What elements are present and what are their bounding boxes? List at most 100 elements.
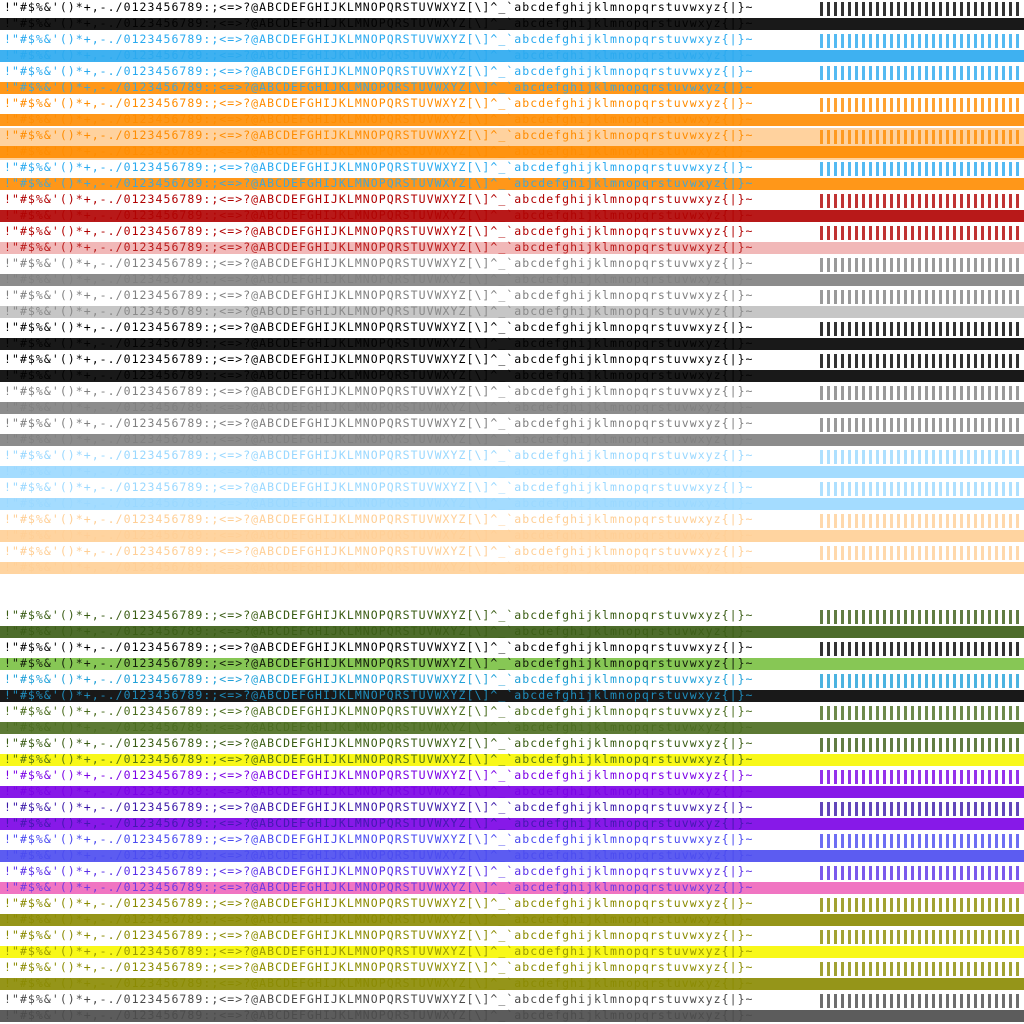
color-stripe — [0, 530, 1024, 542]
color-stripe — [0, 946, 1024, 958]
symbol-glyph-block — [820, 962, 1020, 976]
charset-line-primary: !"#$%&'()*+,-./0123456789:;<=>?@ABCDEFGH… — [4, 896, 754, 910]
charset-line-primary: !"#$%&'()*+,-./0123456789:;<=>?@ABCDEFGH… — [4, 96, 754, 110]
charset-line-primary: !"#$%&'()*+,-./0123456789:;<=>?@ABCDEFGH… — [4, 576, 754, 590]
glyph-band: !"#$%&'()*+,-./0123456789:;<=>?@ABCDEFGH… — [0, 352, 1024, 384]
glyph-band: !"#$%&'()*+,-./0123456789:;<=>?@ABCDEFGH… — [0, 608, 1024, 640]
charset-line-secondary: !"#$%&'()*+,-./0123456789:;<=>?@ABCDEFGH… — [4, 240, 754, 254]
glyph-band: !"#$%&'()*+,-./0123456789:;<=>?@ABCDEFGH… — [0, 224, 1024, 256]
color-stripe — [0, 338, 1024, 350]
color-stripe — [0, 690, 1024, 702]
glyph-band: !"#$%&'()*+,-./0123456789:;<=>?@ABCDEFGH… — [0, 832, 1024, 864]
symbol-glyph-block — [820, 610, 1020, 624]
charset-line-secondary: !"#$%&'()*+,-./0123456789:;<=>?@ABCDEFGH… — [4, 80, 754, 94]
glyph-band: !"#$%&'()*+,-./0123456789:;<=>?@ABCDEFGH… — [0, 704, 1024, 736]
color-stripe — [0, 370, 1024, 382]
glyph-band: !"#$%&'()*+,-./0123456789:;<=>?@ABCDEFGH… — [0, 800, 1024, 832]
color-stripe — [0, 594, 1024, 606]
charset-line-primary: !"#$%&'()*+,-./0123456789:;<=>?@ABCDEFGH… — [4, 832, 754, 846]
symbol-glyph-block — [820, 226, 1020, 240]
color-stripe — [0, 498, 1024, 510]
glyph-band: !"#$%&'()*+,-./0123456789:;<=>?@ABCDEFGH… — [0, 576, 1024, 608]
color-stripe — [0, 466, 1024, 478]
symbol-glyph-block — [820, 322, 1020, 336]
charset-line-primary: !"#$%&'()*+,-./0123456789:;<=>?@ABCDEFGH… — [4, 288, 754, 302]
charset-line-primary: !"#$%&'()*+,-./0123456789:;<=>?@ABCDEFGH… — [4, 544, 754, 558]
charset-line-primary: !"#$%&'()*+,-./0123456789:;<=>?@ABCDEFGH… — [4, 992, 754, 1006]
glyph-band: !"#$%&'()*+,-./0123456789:;<=>?@ABCDEFGH… — [0, 448, 1024, 480]
charset-line-secondary: !"#$%&'()*+,-./0123456789:;<=>?@ABCDEFGH… — [4, 208, 754, 222]
charset-line-secondary: !"#$%&'()*+,-./0123456789:;<=>?@ABCDEFGH… — [4, 496, 754, 510]
symbol-glyph-block — [820, 546, 1020, 560]
symbol-glyph-block — [820, 386, 1020, 400]
glyph-band: !"#$%&'()*+,-./0123456789:;<=>?@ABCDEFGH… — [0, 640, 1024, 672]
charset-line-secondary: !"#$%&'()*+,-./0123456789:;<=>?@ABCDEFGH… — [4, 944, 754, 958]
charset-line-primary: !"#$%&'()*+,-./0123456789:;<=>?@ABCDEFGH… — [4, 480, 754, 494]
glyph-band: !"#$%&'()*+,-./0123456789:;<=>?@ABCDEFGH… — [0, 64, 1024, 96]
symbol-glyph-block — [820, 194, 1020, 208]
charset-line-secondary: !"#$%&'()*+,-./0123456789:;<=>?@ABCDEFGH… — [4, 752, 754, 766]
color-stripe — [0, 562, 1024, 574]
charset-line-secondary: !"#$%&'()*+,-./0123456789:;<=>?@ABCDEFGH… — [4, 272, 754, 286]
symbol-glyph-block — [820, 514, 1020, 528]
color-stripe — [0, 274, 1024, 286]
charset-line-primary: !"#$%&'()*+,-./0123456789:;<=>?@ABCDEFGH… — [4, 64, 754, 78]
color-stripe — [0, 754, 1024, 766]
charset-line-primary: !"#$%&'()*+,-./0123456789:;<=>?@ABCDEFGH… — [4, 960, 754, 974]
symbol-glyph-block — [820, 98, 1020, 112]
symbol-glyph-block — [820, 738, 1020, 752]
color-stripe — [0, 306, 1024, 318]
charset-line-secondary: !"#$%&'()*+,-./0123456789:;<=>?@ABCDEFGH… — [4, 528, 754, 542]
symbol-glyph-block — [820, 674, 1020, 688]
charset-line-primary: !"#$%&'()*+,-./0123456789:;<=>?@ABCDEFGH… — [4, 320, 754, 334]
color-stripe — [0, 434, 1024, 446]
charset-line-primary: !"#$%&'()*+,-./0123456789:;<=>?@ABCDEFGH… — [4, 800, 754, 814]
color-stripe — [0, 786, 1024, 798]
color-stripe — [0, 114, 1024, 126]
glyph-band: !"#$%&'()*+,-./0123456789:;<=>?@ABCDEFGH… — [0, 928, 1024, 960]
color-stripe — [0, 1010, 1024, 1022]
charset-line-primary: !"#$%&'()*+,-./0123456789:;<=>?@ABCDEFGH… — [4, 32, 754, 46]
charset-line-secondary: !"#$%&'()*+,-./0123456789:;<=>?@ABCDEFGH… — [4, 976, 754, 990]
charset-line-secondary: !"#$%&'()*+,-./0123456789:;<=>?@ABCDEFGH… — [4, 1008, 754, 1022]
glyph-band: !"#$%&'()*+,-./0123456789:;<=>?@ABCDEFGH… — [0, 0, 1024, 32]
glyph-band: !"#$%&'()*+,-./0123456789:;<=>?@ABCDEFGH… — [0, 96, 1024, 128]
color-stripe — [0, 626, 1024, 638]
glyph-band: !"#$%&'()*+,-./0123456789:;<=>?@ABCDEFGH… — [0, 256, 1024, 288]
symbol-glyph-block — [820, 34, 1020, 48]
glyph-band: !"#$%&'()*+,-./0123456789:;<=>?@ABCDEFGH… — [0, 768, 1024, 800]
glyph-band: !"#$%&'()*+,-./0123456789:;<=>?@ABCDEFGH… — [0, 128, 1024, 160]
charset-line-secondary: !"#$%&'()*+,-./0123456789:;<=>?@ABCDEFGH… — [4, 48, 754, 62]
glyph-band: !"#$%&'()*+,-./0123456789:;<=>?@ABCDEFGH… — [0, 160, 1024, 192]
symbol-glyph-block — [820, 706, 1020, 720]
glyph-band: !"#$%&'()*+,-./0123456789:;<=>?@ABCDEFGH… — [0, 416, 1024, 448]
charset-line-primary: !"#$%&'()*+,-./0123456789:;<=>?@ABCDEFGH… — [4, 0, 754, 14]
symbol-glyph-block — [820, 898, 1020, 912]
glyph-band: !"#$%&'()*+,-./0123456789:;<=>?@ABCDEFGH… — [0, 896, 1024, 928]
charset-line-primary: !"#$%&'()*+,-./0123456789:;<=>?@ABCDEFGH… — [4, 128, 754, 142]
glyph-band: !"#$%&'()*+,-./0123456789:;<=>?@ABCDEFGH… — [0, 960, 1024, 992]
charset-line-primary: !"#$%&'()*+,-./0123456789:;<=>?@ABCDEFGH… — [4, 672, 754, 686]
charset-line-secondary: !"#$%&'()*+,-./0123456789:;<=>?@ABCDEFGH… — [4, 784, 754, 798]
color-stripe — [0, 242, 1024, 254]
charset-line-primary: !"#$%&'()*+,-./0123456789:;<=>?@ABCDEFGH… — [4, 256, 754, 270]
charset-line-primary: !"#$%&'()*+,-./0123456789:;<=>?@ABCDEFGH… — [4, 736, 754, 750]
charset-line-secondary: !"#$%&'()*+,-./0123456789:;<=>?@ABCDEFGH… — [4, 368, 754, 382]
charset-line-primary: !"#$%&'()*+,-./0123456789:;<=>?@ABCDEFGH… — [4, 864, 754, 878]
charset-line-secondary: !"#$%&'()*+,-./0123456789:;<=>?@ABCDEFGH… — [4, 176, 754, 190]
symbol-glyph-block — [820, 802, 1020, 816]
charset-line-secondary: !"#$%&'()*+,-./0123456789:;<=>?@ABCDEFGH… — [4, 816, 754, 830]
glyph-band: !"#$%&'()*+,-./0123456789:;<=>?@ABCDEFGH… — [0, 192, 1024, 224]
symbol-glyph-block — [820, 354, 1020, 368]
charset-line-secondary: !"#$%&'()*+,-./0123456789:;<=>?@ABCDEFGH… — [4, 688, 754, 702]
charset-line-primary: !"#$%&'()*+,-./0123456789:;<=>?@ABCDEFGH… — [4, 192, 754, 206]
charset-line-primary: !"#$%&'()*+,-./0123456789:;<=>?@ABCDEFGH… — [4, 224, 754, 238]
symbol-glyph-block — [820, 482, 1020, 496]
color-stripe — [0, 850, 1024, 862]
symbol-glyph-block — [820, 994, 1020, 1008]
charset-line-secondary: !"#$%&'()*+,-./0123456789:;<=>?@ABCDEFGH… — [4, 560, 754, 574]
color-stripe — [0, 178, 1024, 190]
charset-line-secondary: !"#$%&'()*+,-./0123456789:;<=>?@ABCDEFGH… — [4, 880, 754, 894]
glyph-band: !"#$%&'()*+,-./0123456789:;<=>?@ABCDEFGH… — [0, 32, 1024, 64]
color-stripe — [0, 50, 1024, 62]
